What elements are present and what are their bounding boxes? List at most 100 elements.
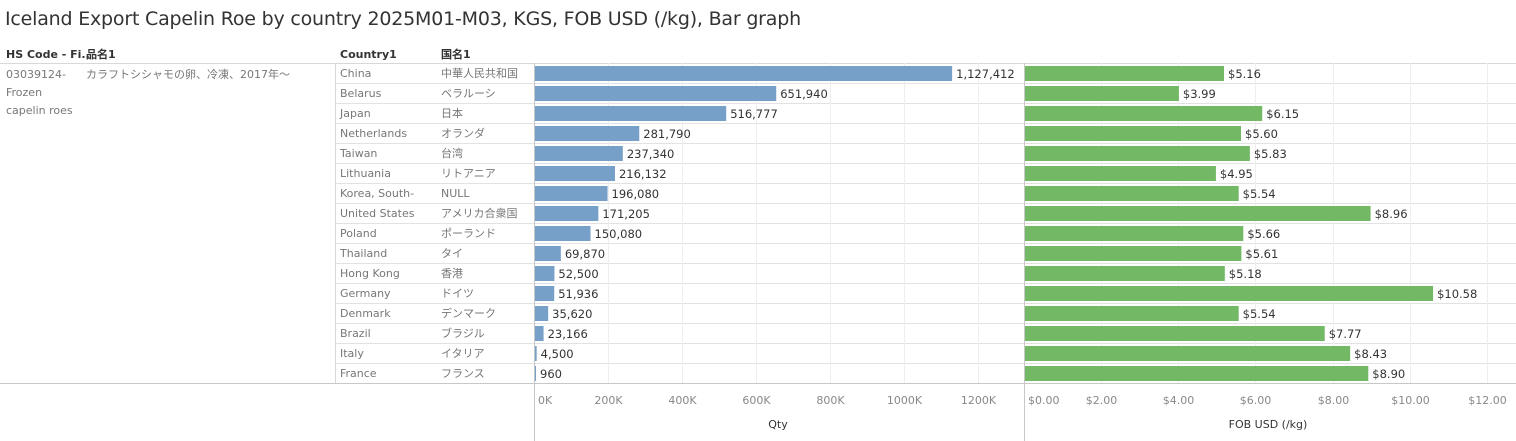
hs-code-line-2: Frozen <box>6 86 42 99</box>
country-label: Thailand <box>339 247 387 260</box>
country-jp-label: 香港 <box>441 267 463 280</box>
header-country-jp: 国名1 <box>441 47 471 61</box>
country-jp-label: タイ <box>441 247 463 260</box>
chart-title: Iceland Export Capelin Roe by country 20… <box>5 8 801 30</box>
fob-bar <box>1025 366 1369 381</box>
fob-bar <box>1025 146 1250 161</box>
qty-tick-label: 200K <box>594 394 623 407</box>
fob-bar <box>1025 246 1242 261</box>
fob-axis-title: FOB USD (/kg) <box>1229 418 1308 431</box>
country-jp-label: アメリカ合衆国 <box>441 206 517 220</box>
qty-bar <box>535 126 640 141</box>
country-label: Taiwan <box>339 147 377 160</box>
qty-bar <box>535 146 623 161</box>
fob-value-label: $3.99 <box>1183 87 1216 101</box>
qty-bar <box>535 206 599 221</box>
qty-value-label: 23,166 <box>548 327 588 341</box>
fob-bar <box>1025 286 1434 301</box>
country-label: Korea, South- <box>340 187 414 200</box>
country-jp-label: ドイツ <box>441 287 474 300</box>
qty-value-label: 1,127,412 <box>956 67 1015 81</box>
hs-code-line-1: 03039124- <box>6 68 66 81</box>
fob-bar <box>1025 86 1179 101</box>
qty-tick-label: 0K <box>538 394 553 407</box>
hs-code-line-3: capelin roes <box>6 104 73 117</box>
qty-tick-label: 400K <box>668 394 697 407</box>
qty-bar <box>535 106 727 121</box>
qty-bar <box>535 266 555 281</box>
qty-bar <box>535 86 777 101</box>
qty-tick-label: 1200K <box>961 394 997 407</box>
fob-tick-label: $4.00 <box>1163 394 1195 407</box>
country-label: Belarus <box>340 87 382 100</box>
qty-value-label: 196,080 <box>612 187 660 201</box>
fob-value-label: $7.77 <box>1329 327 1362 341</box>
country-label: Netherlands <box>340 127 407 140</box>
fob-value-label: $8.96 <box>1375 207 1408 221</box>
country-label: Lithuania <box>340 167 391 180</box>
country-jp-label: フランス <box>441 367 485 380</box>
fob-tick-label: $0.00 <box>1028 394 1060 407</box>
fob-bar <box>1025 66 1225 81</box>
qty-bar <box>535 286 555 301</box>
fob-value-label: $5.18 <box>1229 267 1262 281</box>
country-jp-label: オランダ <box>441 126 485 140</box>
fob-value-label: $5.83 <box>1254 147 1287 161</box>
country-jp-label: ポーランド <box>441 227 496 240</box>
fob-value-label: $5.66 <box>1247 227 1280 241</box>
qty-bar <box>535 226 591 241</box>
fob-bar <box>1025 166 1216 181</box>
qty-value-label: 237,340 <box>627 147 675 161</box>
fob-bar <box>1025 226 1244 241</box>
fob-tick-label: $2.00 <box>1086 394 1118 407</box>
country-jp-label: 中華人民共和国 <box>441 67 518 80</box>
qty-tick-label: 600K <box>742 394 771 407</box>
qty-bar <box>535 346 537 361</box>
header-hs-code: HS Code - Fi.. <box>6 48 90 61</box>
qty-axis-title: Qty <box>768 418 788 431</box>
qty-value-label: 171,205 <box>602 207 650 221</box>
header-product-jp: 品名1 <box>86 47 116 61</box>
country-jp-label: NULL <box>441 187 470 200</box>
fob-value-label: $4.95 <box>1220 167 1253 181</box>
rows-layer: China 中華人民共和国 Belarus ベラルーシ Japan 日本 Netherlan… <box>0 63 1516 384</box>
qty-value-label: 150,080 <box>595 227 643 241</box>
country-label: Germany <box>340 287 391 300</box>
qty-bar <box>535 366 536 381</box>
country-label: Japan <box>339 107 371 120</box>
country-jp-label: ブラジル <box>441 326 485 340</box>
fob-bar <box>1025 346 1351 361</box>
fob-bar <box>1025 186 1239 201</box>
country-label: Poland <box>340 227 377 240</box>
fob-tick-label: $12.00 <box>1468 394 1507 407</box>
country-jp-label: 日本 <box>441 106 463 120</box>
qty-value-label: 516,777 <box>730 107 778 121</box>
country-label: China <box>340 67 371 80</box>
fob-bar <box>1025 326 1325 341</box>
country-label: France <box>340 367 377 380</box>
qty-bar <box>535 326 544 341</box>
qty-bar <box>535 246 561 261</box>
country-jp-label: イタリア <box>441 347 485 360</box>
qty-value-label: 51,936 <box>558 287 598 301</box>
qty-bar <box>535 306 549 321</box>
header-country: Country1 <box>340 48 397 61</box>
country-label: United States <box>340 207 415 220</box>
fob-bar <box>1025 266 1225 281</box>
qty-value-label: 960 <box>540 367 562 381</box>
fob-value-label: $5.54 <box>1243 307 1276 321</box>
qty-value-label: 35,620 <box>552 307 592 321</box>
fob-bar <box>1025 106 1263 121</box>
qty-value-label: 651,940 <box>780 87 828 101</box>
qty-value-label: 216,132 <box>619 167 667 181</box>
qty-bar <box>535 66 953 81</box>
fob-value-label: $5.60 <box>1245 127 1278 141</box>
country-jp-label: ベラルーシ <box>441 87 496 100</box>
country-label: Denmark <box>340 307 391 320</box>
fob-tick-label: $6.00 <box>1240 394 1272 407</box>
fob-tick-label: $10.00 <box>1391 394 1430 407</box>
country-label: Brazil <box>340 327 371 340</box>
fob-value-label: $8.90 <box>1372 367 1405 381</box>
product-jp-label: カラフトシシャモの卵、冷凍、2017年～ <box>86 67 290 81</box>
